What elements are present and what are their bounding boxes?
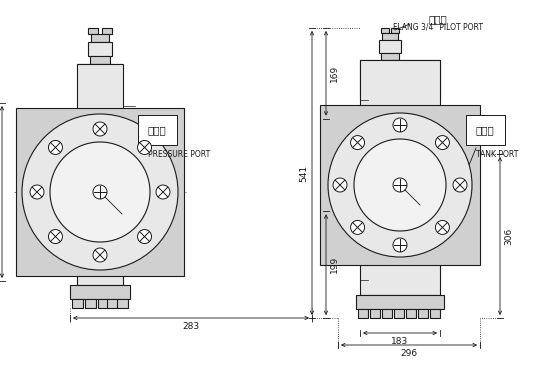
Circle shape: [22, 114, 178, 270]
Circle shape: [93, 185, 107, 199]
Text: 引導孔: 引導孔: [429, 14, 447, 24]
Text: 283: 283: [182, 322, 200, 331]
Circle shape: [328, 113, 472, 257]
Bar: [382, 33, 398, 40]
Circle shape: [333, 178, 347, 192]
Text: 306: 306: [504, 227, 513, 244]
Bar: [16, 108, 184, 276]
Text: 壓力口: 壓力口: [148, 125, 167, 135]
Circle shape: [393, 238, 407, 252]
Text: FLANG 3/4" PILOT PORT: FLANG 3/4" PILOT PORT: [393, 22, 483, 31]
Bar: [406, 309, 416, 318]
Text: 183: 183: [391, 337, 408, 346]
Bar: [370, 309, 380, 318]
Bar: [88, 42, 112, 56]
Circle shape: [354, 139, 446, 231]
Bar: [338, 210, 360, 238]
Bar: [381, 28, 389, 33]
Bar: [88, 28, 98, 34]
Bar: [381, 53, 399, 60]
Circle shape: [351, 220, 365, 235]
Bar: [430, 309, 440, 318]
Circle shape: [435, 136, 450, 150]
Text: 296: 296: [400, 349, 418, 358]
Circle shape: [138, 141, 152, 154]
Bar: [418, 309, 428, 318]
Circle shape: [393, 118, 407, 132]
Bar: [326, 136, 338, 152]
Bar: [391, 28, 399, 33]
Bar: [123, 172, 139, 215]
Bar: [147, 179, 152, 208]
Circle shape: [351, 136, 365, 150]
Text: 541: 541: [299, 164, 308, 181]
Circle shape: [48, 141, 63, 154]
Bar: [338, 130, 360, 158]
Text: 回油口: 回油口: [476, 125, 495, 135]
Bar: [117, 299, 128, 308]
Circle shape: [50, 142, 150, 242]
Bar: [360, 60, 440, 98]
Text: 169: 169: [330, 65, 339, 82]
Bar: [356, 295, 444, 309]
Bar: [379, 40, 401, 53]
Bar: [326, 216, 338, 232]
Circle shape: [435, 220, 450, 235]
Circle shape: [393, 178, 407, 192]
Circle shape: [156, 185, 170, 199]
Circle shape: [453, 178, 467, 192]
Bar: [77, 64, 123, 285]
Circle shape: [93, 122, 107, 136]
Bar: [382, 309, 392, 318]
Bar: [358, 309, 368, 318]
Text: TANK PORT: TANK PORT: [476, 150, 518, 159]
Bar: [91, 34, 109, 42]
Bar: [90, 56, 110, 64]
Circle shape: [93, 248, 107, 262]
Text: PRESSURE PORT: PRESSURE PORT: [148, 150, 210, 159]
Bar: [394, 309, 404, 318]
Text: 199: 199: [330, 256, 339, 273]
Bar: [85, 299, 96, 308]
Bar: [72, 299, 83, 308]
Bar: [98, 299, 109, 308]
Bar: [107, 299, 118, 308]
Bar: [70, 285, 130, 299]
Circle shape: [30, 185, 44, 199]
Bar: [320, 105, 480, 265]
Bar: [139, 176, 147, 211]
Circle shape: [48, 230, 63, 244]
Bar: [102, 28, 112, 34]
Circle shape: [138, 230, 152, 244]
Bar: [78, 64, 122, 106]
Bar: [360, 60, 440, 295]
